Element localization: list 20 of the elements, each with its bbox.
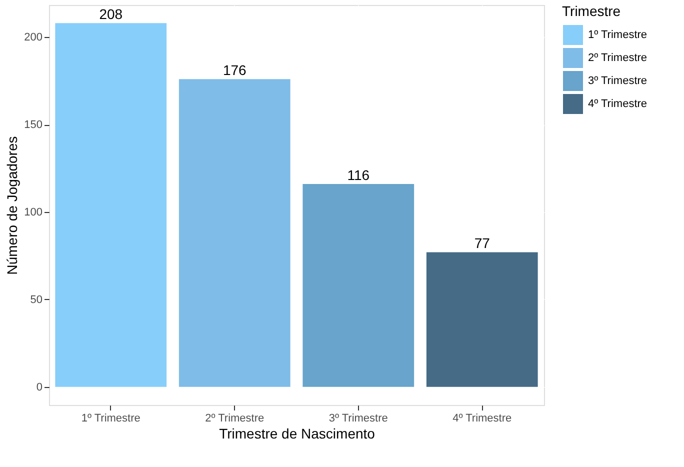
x-tick-label: 3º Trimestre bbox=[328, 412, 388, 424]
legend-label: 1º Trimestre bbox=[588, 29, 648, 41]
legend-label: 4º Trimestre bbox=[588, 98, 648, 110]
y-tick-label: 150 bbox=[24, 119, 42, 132]
data-label: 176 bbox=[222, 62, 247, 78]
x-tick-label: 4º Trimestre bbox=[452, 412, 512, 424]
legend-label: 2º Trimestre bbox=[588, 52, 648, 64]
legend-label: 3º Trimestre bbox=[588, 75, 648, 87]
y-axis-title: Número de Jogadores bbox=[4, 136, 20, 275]
y-tick-label: 200 bbox=[24, 32, 42, 44]
x-tick-label: 2º Trimestre bbox=[205, 412, 264, 424]
y-tick-label: 50 bbox=[30, 294, 42, 306]
data-label: 208 bbox=[99, 6, 123, 22]
x-tick-label: 1º Trimestre bbox=[81, 412, 140, 424]
y-tick-label: 100 bbox=[24, 206, 42, 218]
legend-title: Trimestre bbox=[562, 3, 621, 19]
data-label: 77 bbox=[474, 235, 490, 252]
data-label: 116 bbox=[347, 167, 370, 184]
x-axis-title: Trimestre de Nascimento bbox=[219, 426, 376, 442]
y-tick-label: 0 bbox=[36, 381, 42, 394]
